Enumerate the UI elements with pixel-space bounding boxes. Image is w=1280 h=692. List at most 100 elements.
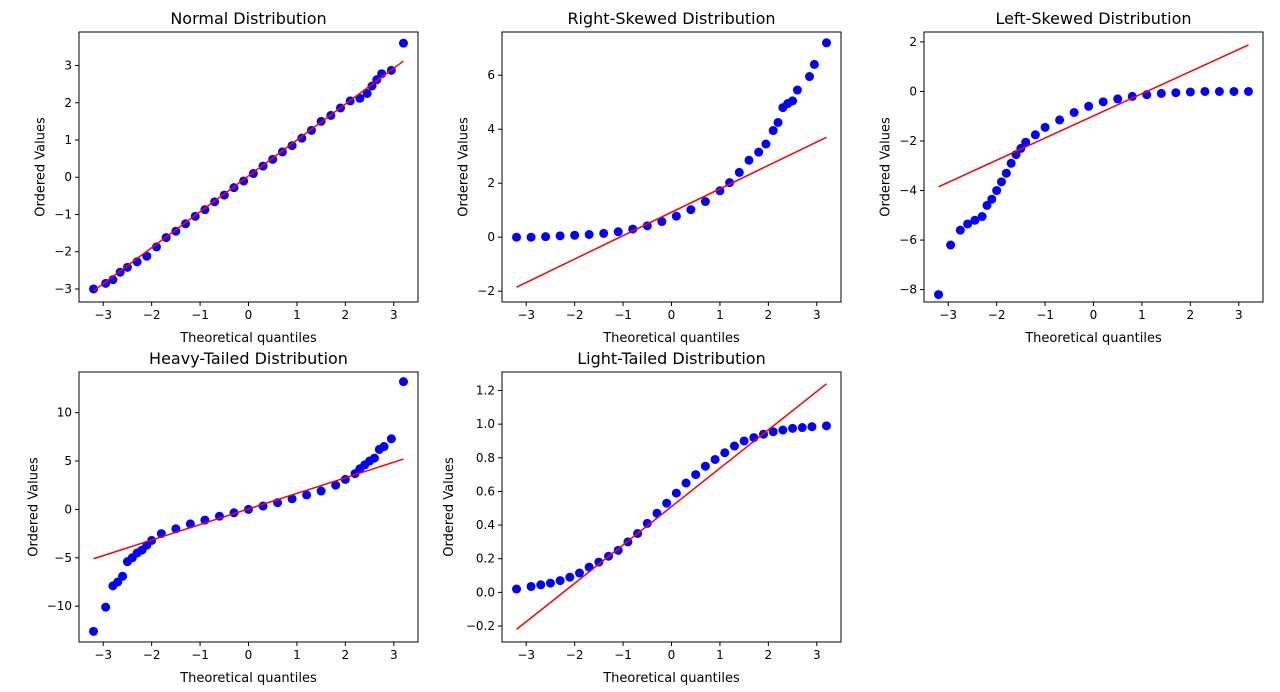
data-point	[996, 177, 1006, 187]
y-tick-label: 4	[487, 122, 495, 136]
data-point	[369, 453, 379, 463]
qq-panel-1: −3 −2 −1 0 1 2 3 −3 −2 −1 0 1 2 3 Normal Distribution T…	[34, 9, 419, 346]
data-points	[89, 38, 408, 294]
data-point	[142, 251, 152, 261]
data-point	[987, 194, 997, 204]
fit-line	[516, 383, 827, 630]
data-point	[398, 377, 408, 387]
y-tick-label: 0.6	[476, 484, 495, 498]
data-point	[657, 217, 667, 227]
data-point	[744, 155, 754, 165]
y-tick-label: 5	[64, 454, 72, 468]
data-point	[545, 578, 555, 588]
y-tick-label: 0	[909, 84, 917, 98]
data-point	[821, 421, 831, 431]
data-point	[797, 423, 807, 433]
data-point	[1084, 101, 1094, 111]
data-point	[773, 117, 783, 127]
data-point	[970, 215, 980, 225]
qq-panel-2: −3 −2 −1 0 1 2 3 −2 0 2 4 6 Right-Skewed Distributio…	[457, 9, 842, 346]
data-point	[1229, 86, 1239, 96]
data-point	[1214, 86, 1224, 96]
y-tick-label: −3	[54, 282, 72, 296]
y-tick-label: 0.8	[476, 451, 495, 465]
data-point	[565, 572, 575, 582]
x-tick-label: 1	[293, 308, 301, 322]
data-point	[700, 461, 710, 471]
y-tick-label: 6	[487, 68, 495, 82]
data-point	[955, 225, 965, 235]
x-tick-label: 2	[342, 308, 350, 322]
data-point	[151, 242, 161, 252]
data-point	[1040, 122, 1050, 132]
y-tick-label: −5	[54, 551, 72, 565]
fit-line	[516, 136, 827, 288]
data-point	[1156, 88, 1166, 98]
x-tick-label: 3	[813, 648, 821, 662]
y-tick-label: −1	[54, 207, 72, 221]
x-tick-label: −3	[517, 648, 535, 662]
y-tick-label: 0	[64, 502, 72, 516]
y-axis-label: Ordered Values	[26, 457, 41, 557]
x-tick-label: −3	[939, 308, 957, 322]
data-point	[536, 580, 546, 590]
data-point	[89, 626, 99, 636]
fit-line	[938, 44, 1249, 188]
data-point	[809, 59, 819, 69]
data-point	[1030, 130, 1040, 140]
y-axis-label: Ordered Values	[457, 117, 472, 217]
data-point	[287, 141, 297, 151]
data-point	[761, 139, 771, 149]
data-point	[526, 581, 536, 591]
data-point	[599, 228, 609, 238]
data-point	[671, 488, 681, 498]
x-axis-label: Theoretical quantiles	[179, 331, 317, 346]
data-point	[734, 167, 744, 177]
x-tick-label: 2	[1187, 308, 1195, 322]
panel-title: Light-Tailed Distribution	[577, 349, 765, 368]
data-point	[720, 448, 730, 458]
x-tick-label: −2	[566, 308, 584, 322]
x-tick-label: 3	[390, 308, 398, 322]
y-tick-label: −2	[899, 134, 917, 148]
x-tick-label: 2	[765, 648, 773, 662]
y-tick-label: 2	[64, 96, 72, 110]
axes-frame	[78, 31, 419, 303]
data-point	[982, 200, 992, 210]
panel-title: Right-Skewed Distribution	[567, 9, 775, 28]
x-tick-label: 1	[1138, 308, 1146, 322]
data-point	[101, 278, 111, 288]
data-point	[992, 186, 1002, 196]
x-tick-label: −2	[143, 308, 161, 322]
data-point	[594, 557, 604, 567]
data-point	[691, 470, 701, 480]
x-tick-label: −3	[517, 308, 535, 322]
data-point	[671, 211, 681, 221]
data-point	[512, 584, 522, 594]
data-point	[700, 197, 710, 207]
data-point	[398, 38, 408, 48]
data-points	[89, 377, 408, 636]
data-point	[754, 147, 764, 157]
data-point	[555, 576, 565, 586]
data-point	[1243, 86, 1253, 96]
x-tick-label: 0	[245, 308, 253, 322]
data-point	[792, 85, 802, 95]
x-axis-label: Theoretical quantiles	[179, 671, 317, 686]
data-points	[512, 38, 831, 242]
x-tick-label: 0	[668, 648, 676, 662]
data-point	[821, 38, 831, 48]
data-point	[788, 423, 798, 433]
data-point	[512, 232, 522, 242]
data-point	[1069, 108, 1079, 118]
x-tick-label: −1	[191, 648, 209, 662]
data-point	[768, 427, 778, 437]
x-tick-label: −3	[94, 648, 112, 662]
y-tick-label: 1.0	[476, 417, 495, 431]
data-point	[386, 434, 396, 444]
panel-title: Normal Distribution	[170, 9, 326, 28]
data-point	[1098, 97, 1108, 107]
data-point	[118, 571, 128, 581]
